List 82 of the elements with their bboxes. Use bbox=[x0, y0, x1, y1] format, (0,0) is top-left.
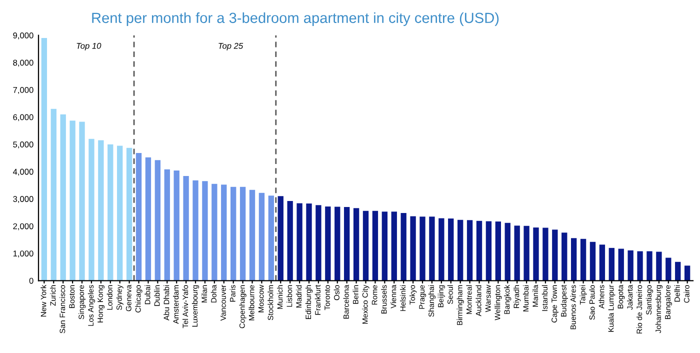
bar bbox=[278, 196, 284, 281]
bar bbox=[666, 258, 672, 281]
bar bbox=[552, 230, 558, 281]
bar bbox=[382, 212, 388, 281]
bar bbox=[684, 266, 690, 281]
bar bbox=[164, 169, 170, 281]
bar bbox=[542, 228, 548, 281]
bar bbox=[400, 213, 406, 281]
bar bbox=[117, 146, 123, 281]
bar bbox=[70, 120, 76, 281]
annotation: Top 10 bbox=[76, 42, 102, 50]
bar bbox=[316, 205, 322, 281]
bar bbox=[287, 201, 293, 281]
y-tick-label: 3,000 bbox=[13, 196, 34, 203]
bar bbox=[306, 203, 312, 281]
bar bbox=[88, 138, 94, 281]
y-tick-label: 9,000 bbox=[13, 32, 34, 40]
bar bbox=[524, 226, 530, 281]
bar bbox=[41, 38, 48, 281]
bar bbox=[590, 242, 596, 281]
bar bbox=[126, 148, 132, 281]
bar bbox=[656, 252, 662, 281]
bar bbox=[249, 190, 256, 281]
bar bbox=[580, 238, 586, 281]
y-tick-label: 6,000 bbox=[13, 114, 34, 122]
y-tick-label: 4,000 bbox=[12, 168, 34, 176]
bar bbox=[353, 208, 360, 281]
bar bbox=[628, 250, 634, 281]
bar bbox=[240, 186, 246, 281]
bar bbox=[410, 216, 416, 281]
y-tick-label: 2,000 bbox=[13, 223, 34, 230]
bar bbox=[504, 222, 510, 281]
bar bbox=[344, 207, 350, 281]
bar bbox=[457, 220, 464, 281]
bar bbox=[391, 212, 397, 281]
y-tick-label: 8,000 bbox=[13, 60, 34, 67]
y-tick-label: 1,000 bbox=[13, 250, 34, 258]
bar bbox=[570, 238, 577, 281]
bar bbox=[637, 251, 643, 281]
bar bbox=[212, 184, 218, 281]
bar bbox=[325, 206, 331, 281]
y-tick-label: 7,000 bbox=[13, 87, 34, 94]
bar bbox=[60, 114, 66, 281]
bar bbox=[334, 206, 340, 281]
bar bbox=[486, 221, 492, 281]
bar bbox=[618, 248, 624, 281]
bar bbox=[221, 184, 227, 281]
bar bbox=[608, 248, 614, 281]
bar bbox=[466, 220, 473, 281]
bar bbox=[258, 192, 265, 281]
bar bbox=[514, 226, 520, 281]
bar bbox=[675, 262, 681, 281]
bar bbox=[136, 153, 142, 281]
bar bbox=[448, 218, 454, 281]
bar bbox=[79, 122, 85, 281]
bar bbox=[646, 251, 652, 281]
bar bbox=[183, 176, 189, 281]
bar bbox=[476, 220, 482, 281]
bar bbox=[230, 186, 236, 281]
bar bbox=[154, 160, 161, 281]
bar bbox=[202, 181, 208, 281]
bar bbox=[268, 196, 274, 281]
bar bbox=[438, 218, 444, 281]
annotation: Top 25 bbox=[218, 42, 244, 50]
bar bbox=[296, 203, 302, 281]
bar bbox=[372, 210, 378, 281]
bar bbox=[98, 140, 104, 281]
bar bbox=[420, 216, 426, 281]
bar bbox=[362, 210, 369, 281]
chart-title: Rent per month for a 3-bedroom apartment in city centre (USD) bbox=[92, 12, 499, 26]
bar bbox=[533, 227, 539, 281]
y-tick-label: 5,000 bbox=[13, 142, 34, 148]
y-tick-label: 0 bbox=[29, 278, 34, 284]
bar bbox=[599, 244, 606, 281]
bar bbox=[192, 180, 198, 281]
bar bbox=[174, 170, 180, 281]
bar bbox=[429, 216, 435, 281]
bar bbox=[145, 157, 152, 281]
bar bbox=[495, 221, 501, 281]
bar bbox=[562, 232, 568, 281]
bar bbox=[108, 144, 114, 281]
bar bbox=[50, 108, 56, 281]
